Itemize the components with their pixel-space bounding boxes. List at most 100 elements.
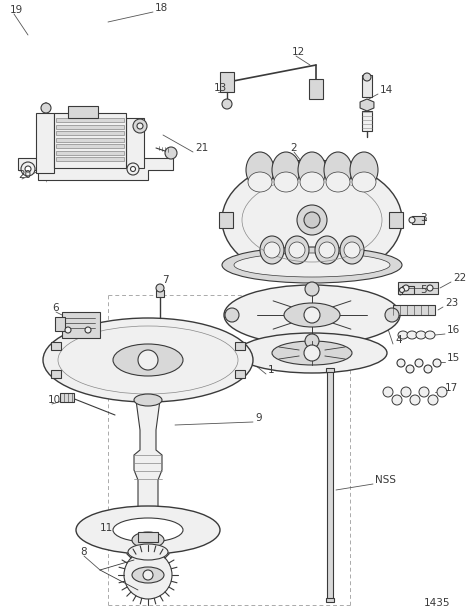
Circle shape	[137, 123, 143, 129]
Text: 14: 14	[380, 85, 393, 95]
Bar	[56, 137, 124, 142]
Polygon shape	[134, 400, 162, 530]
Text: 7: 7	[162, 275, 169, 285]
Bar	[38, 123, 133, 163]
Ellipse shape	[274, 172, 298, 192]
Ellipse shape	[237, 333, 387, 373]
Text: 9: 9	[255, 413, 262, 423]
Ellipse shape	[260, 236, 284, 264]
Ellipse shape	[224, 285, 400, 345]
Ellipse shape	[324, 152, 352, 188]
Bar	[56, 157, 124, 161]
Ellipse shape	[428, 395, 438, 405]
Bar	[55, 317, 65, 331]
Text: 11: 11	[100, 523, 113, 533]
Text: 8: 8	[80, 547, 87, 557]
Ellipse shape	[407, 331, 417, 339]
Ellipse shape	[272, 152, 300, 188]
Ellipse shape	[410, 395, 420, 405]
Bar	[36, 113, 54, 173]
Polygon shape	[18, 158, 173, 180]
Text: 6: 6	[52, 303, 59, 313]
Text: 17: 17	[445, 383, 458, 393]
Bar	[309, 79, 323, 99]
Ellipse shape	[284, 303, 340, 327]
Text: 13: 13	[214, 83, 227, 93]
Circle shape	[409, 217, 415, 223]
Bar	[68, 106, 98, 118]
Bar	[54, 113, 126, 168]
Circle shape	[127, 163, 139, 175]
Text: 23: 23	[445, 298, 458, 308]
Circle shape	[297, 205, 327, 235]
Bar	[326, 598, 334, 602]
Text: 3: 3	[420, 213, 427, 223]
Ellipse shape	[264, 242, 280, 258]
Ellipse shape	[132, 567, 164, 583]
Circle shape	[21, 162, 35, 176]
Ellipse shape	[272, 341, 352, 365]
Text: 21: 21	[195, 143, 208, 153]
Circle shape	[397, 359, 405, 367]
Ellipse shape	[319, 242, 335, 258]
Bar	[362, 111, 372, 131]
Circle shape	[133, 119, 147, 133]
Circle shape	[424, 365, 432, 373]
Text: 2: 2	[290, 143, 297, 153]
Bar	[220, 72, 234, 92]
Text: 1: 1	[268, 365, 274, 375]
Bar	[156, 290, 164, 297]
Circle shape	[403, 285, 409, 291]
Ellipse shape	[315, 236, 339, 264]
Bar	[138, 532, 158, 542]
Ellipse shape	[344, 242, 360, 258]
Bar	[56, 131, 124, 135]
Ellipse shape	[298, 152, 326, 188]
Bar	[362, 75, 372, 97]
Bar	[51, 370, 61, 378]
Ellipse shape	[437, 387, 447, 397]
Circle shape	[406, 365, 414, 373]
Bar	[56, 118, 124, 122]
Circle shape	[433, 359, 441, 367]
Circle shape	[415, 359, 423, 367]
Circle shape	[85, 327, 91, 333]
Bar	[326, 368, 334, 372]
Circle shape	[222, 99, 232, 109]
Circle shape	[363, 73, 371, 81]
Ellipse shape	[425, 331, 435, 339]
Circle shape	[25, 166, 31, 172]
Ellipse shape	[300, 172, 324, 192]
Circle shape	[304, 307, 320, 323]
Ellipse shape	[419, 387, 429, 397]
Ellipse shape	[289, 242, 305, 258]
Text: 19: 19	[10, 5, 23, 15]
Bar	[126, 118, 144, 168]
Circle shape	[138, 350, 158, 370]
Ellipse shape	[222, 247, 402, 283]
Ellipse shape	[134, 394, 162, 406]
Ellipse shape	[76, 506, 220, 554]
Ellipse shape	[350, 152, 378, 188]
Ellipse shape	[326, 172, 350, 192]
Ellipse shape	[401, 387, 411, 397]
Ellipse shape	[398, 331, 408, 339]
Circle shape	[165, 147, 177, 159]
Ellipse shape	[222, 160, 402, 280]
Text: 5: 5	[420, 285, 427, 295]
Bar	[60, 393, 74, 402]
Bar	[56, 124, 124, 129]
Circle shape	[143, 570, 153, 580]
Ellipse shape	[416, 331, 426, 339]
Bar	[398, 282, 438, 294]
Circle shape	[124, 551, 172, 599]
Ellipse shape	[340, 236, 364, 264]
Text: 16: 16	[447, 325, 460, 335]
Circle shape	[305, 334, 319, 348]
Circle shape	[427, 285, 433, 291]
Ellipse shape	[246, 152, 274, 188]
Text: 12: 12	[292, 47, 305, 57]
Ellipse shape	[383, 387, 393, 397]
Circle shape	[156, 284, 164, 292]
Circle shape	[65, 327, 71, 333]
